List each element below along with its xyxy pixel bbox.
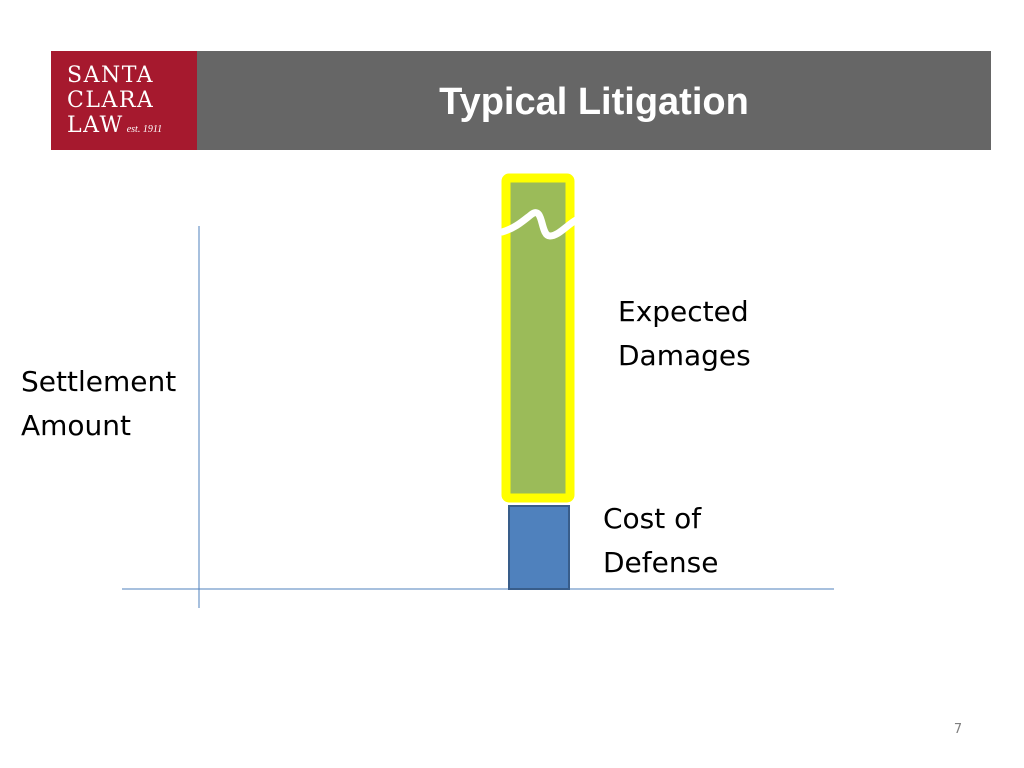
expected-damages-label-line-2: Damages <box>618 339 751 372</box>
logo-law-text: LAW <box>67 113 124 138</box>
logo-line-2: CLARA <box>67 88 155 113</box>
expected-damages-label: Expected Damages <box>618 290 751 378</box>
expected-damages-bar <box>501 173 575 503</box>
logo-line-3: LAW est. 1911 <box>67 115 162 141</box>
y-axis-label: Settlement Amount <box>21 360 176 448</box>
y-axis-label-line-2: Amount <box>21 409 132 442</box>
page-number: 7 <box>953 722 963 737</box>
y-axis-label-line-1: Settlement <box>21 365 177 398</box>
slide-title: Typical Litigation <box>439 81 749 123</box>
cost-of-defense-label-line-2: Defense <box>603 546 719 579</box>
expected-damages-label-line-1: Expected <box>618 295 749 328</box>
axis-break-mark <box>498 209 580 240</box>
santa-clara-law-logo: SANTA CLARA LAW est. 1911 <box>51 51 197 150</box>
title-bar <box>51 51 991 150</box>
logo-established: est. 1911 <box>126 124 163 135</box>
cost-of-defense-bar <box>508 505 570 590</box>
logo-line-1: SANTA <box>67 63 155 88</box>
cost-of-defense-label-line-1: Cost of <box>603 502 702 535</box>
cost-of-defense-label: Cost of Defense <box>603 497 718 585</box>
